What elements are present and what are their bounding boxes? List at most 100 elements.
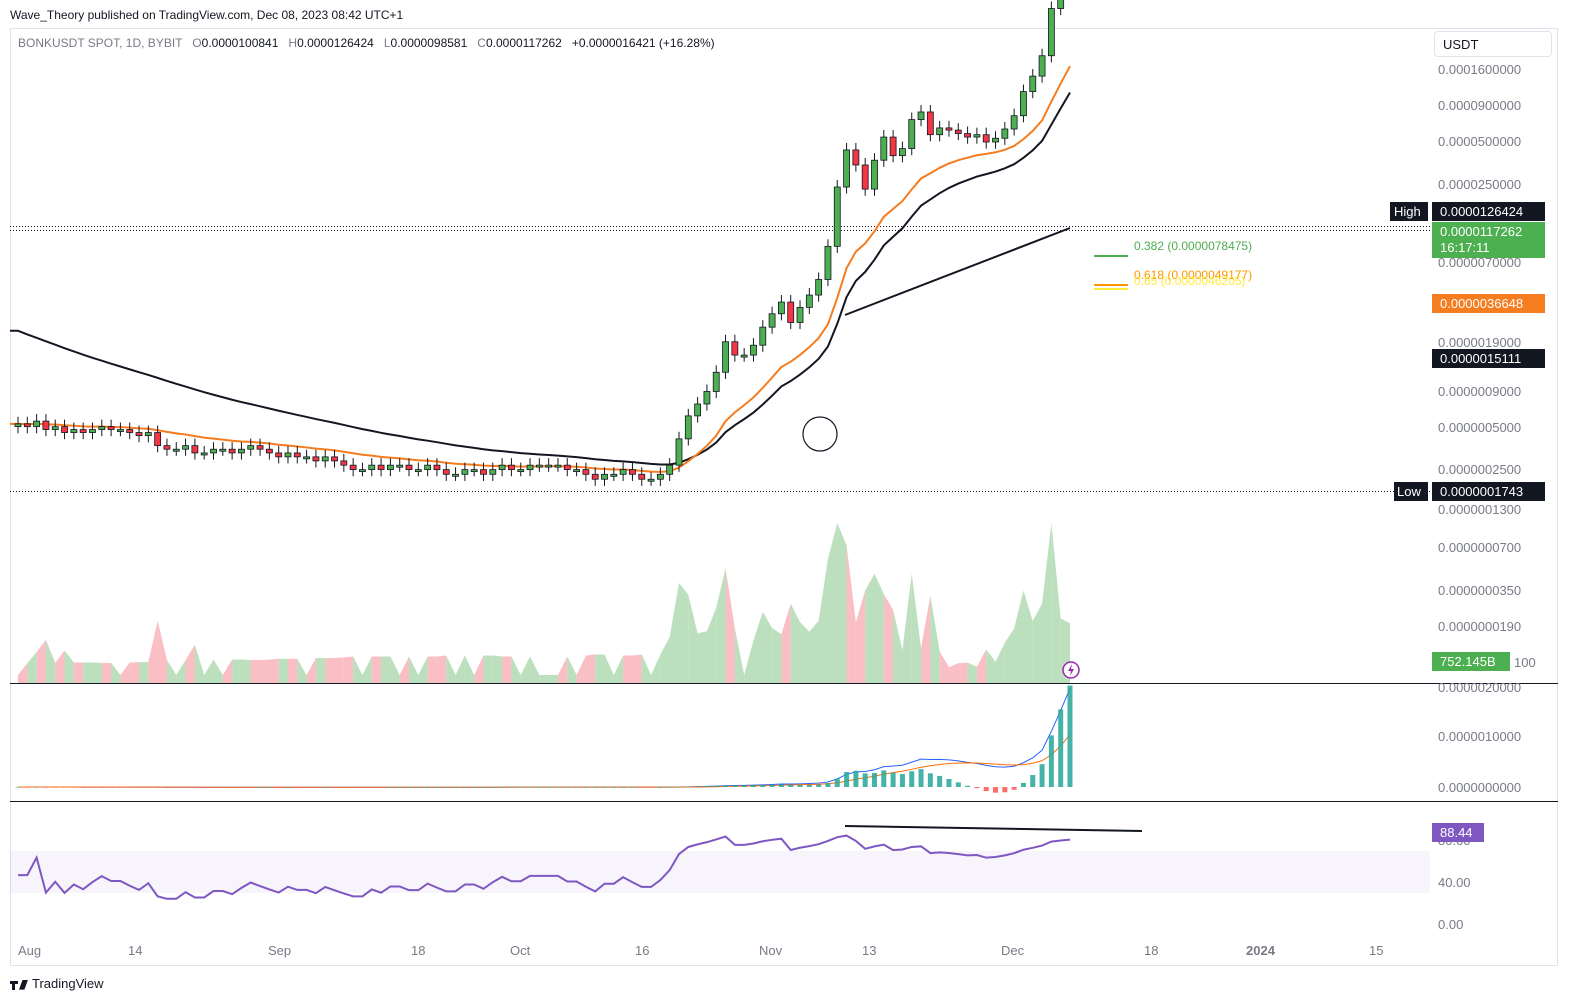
macd-histogram-bar [453,786,459,788]
price-tick: 0.0000002500 [1438,462,1521,477]
candle [368,464,376,471]
candle [731,341,739,356]
macd-histogram-bar [211,787,217,788]
brand-label: TradingView [32,976,104,991]
volume-segment [427,656,437,683]
macd-tick: 0.0000010000 [1438,729,1521,744]
candle [228,448,236,454]
low-tag-label: Low [1397,484,1421,499]
volume-segment [483,655,493,683]
volume-segment [241,659,251,683]
candle [796,306,804,323]
macd-histogram-bar [834,778,840,787]
macd-histogram-bar [443,786,449,788]
candle [638,473,646,480]
macd-histogram-bar [359,787,365,788]
candle [126,429,134,433]
volume-segment [948,663,959,683]
price-trendline[interactable] [844,227,1071,316]
candle [424,464,432,471]
price-tick: 0.0000009000 [1438,384,1521,399]
volume-segment [166,660,177,683]
volume-segment [101,662,112,683]
volume-segment [716,568,726,683]
macd-histogram-bar [844,772,850,787]
macd-histogram-bar [332,787,338,788]
macd-histogram-bar [974,787,980,789]
rsi-tag: 88.44 [1440,825,1473,840]
macd-histogram-bar [564,786,570,788]
candle [563,464,571,471]
price-tick: 0.0000000700 [1438,540,1521,555]
macd-histogram-bar [499,786,505,788]
volume-segment [213,659,223,683]
candle [508,464,515,471]
volume-segment [194,644,205,683]
candle [14,423,22,428]
candle [964,133,971,138]
volume-segment [92,662,102,683]
price-axis[interactable]: 0.0001600000 0.0000900000 0.0000500000 0… [1438,62,1521,634]
candle [135,432,143,437]
candle [265,448,273,454]
candle [256,445,264,450]
macd-histogram-bar [825,783,831,787]
macd-histogram-bar [62,787,68,788]
candle [61,426,68,433]
volume-segment [353,656,363,683]
macd-histogram-bar [750,785,756,787]
volume-segment [641,654,652,683]
macd-histogram-bar [117,787,123,788]
symbol-label[interactable]: BONKUSDT SPOT, 1D, BYBIT [18,36,183,50]
volume-segment [818,558,828,683]
open-value: 0.0000100841 [201,36,279,50]
price-tick: 0.0000000190 [1438,619,1521,634]
volume-segment [800,622,810,683]
volume-segment [706,607,717,683]
macd-histogram-bar [238,787,244,788]
price-tick: 0.0000250000 [1438,177,1521,192]
macd-histogram-bar [937,775,943,787]
ema-cross-circle[interactable] [802,416,838,452]
candle [554,464,562,468]
macd-histogram-bar [266,786,272,788]
macd-histogram-bar [43,787,49,788]
tradingview-brand[interactable]: TradingView [10,976,104,991]
candle [498,464,506,471]
ema-long-line [10,92,1071,466]
macd-histogram-bar [471,786,477,788]
volume-segment [381,656,391,683]
candle [340,460,348,466]
last-price-value: 0.0000117262 [1440,224,1522,239]
time-axis[interactable]: Aug 14 Sep 18 Oct 16 Nov 13 Dec 18 2024 … [18,943,1383,958]
candle [973,134,981,138]
volume-segment [762,611,773,683]
macd-histogram-bar [145,787,151,788]
candle [51,426,59,430]
time-tick: 15 [1369,943,1383,958]
volume-segment [73,662,84,683]
low-tag-value: 0.0000001743 [1440,484,1523,499]
volume-segment [669,582,679,683]
volume-segment [409,656,419,683]
candles [14,0,1065,486]
candle [89,429,96,433]
macd-histogram-bar [583,786,589,788]
volume-segment [874,573,884,683]
currency-selector[interactable]: USDT [1434,31,1552,57]
macd-histogram-bar [602,786,608,788]
low-label: L [383,36,391,50]
candle [908,119,916,149]
macd-histogram-bar [1067,685,1073,787]
ema-short-tag: 0.0000036648 [1440,296,1523,311]
macd-histogram-bar [136,787,142,788]
rsi-divergence-line[interactable] [844,825,1143,832]
volume-segment [772,628,782,683]
volume-segment [855,590,866,683]
candle [470,469,478,473]
candle [694,403,702,417]
candle [777,301,785,315]
candle [824,245,832,280]
macd-histogram-bar [713,785,719,787]
